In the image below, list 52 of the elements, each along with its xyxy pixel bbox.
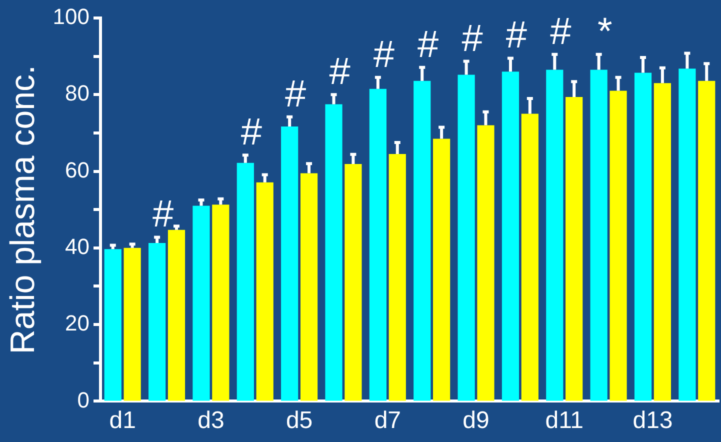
bar bbox=[236, 162, 254, 401]
bar bbox=[477, 125, 494, 401]
bar bbox=[168, 230, 186, 401]
bar bbox=[654, 83, 672, 401]
data-label: # bbox=[285, 73, 306, 116]
y-tick-label: 80 bbox=[65, 80, 90, 106]
bar bbox=[678, 68, 696, 401]
y-tick-label: 100 bbox=[52, 4, 90, 30]
bar bbox=[610, 90, 627, 401]
bar bbox=[698, 80, 716, 401]
bar bbox=[281, 126, 298, 401]
bar bbox=[546, 70, 564, 401]
bar bbox=[300, 173, 318, 401]
bar bbox=[124, 248, 141, 401]
bar bbox=[566, 96, 583, 401]
data-label: # bbox=[418, 24, 439, 66]
bar bbox=[634, 72, 652, 401]
data-label: # bbox=[506, 14, 528, 57]
bar bbox=[325, 104, 342, 401]
bar bbox=[148, 242, 166, 401]
x-tick-label: d1 bbox=[109, 407, 136, 434]
bar bbox=[104, 249, 122, 401]
bar bbox=[414, 80, 431, 401]
bar bbox=[502, 72, 520, 401]
bar bbox=[256, 182, 274, 401]
y-axis-title: Ratio plasma conc. bbox=[4, 65, 42, 354]
data-label: # bbox=[152, 194, 174, 236]
x-tick-label: d11 bbox=[545, 407, 584, 434]
bar bbox=[433, 138, 450, 401]
data-label: # bbox=[462, 18, 483, 60]
x-tick-label: d9 bbox=[462, 407, 490, 434]
x-tick-label: d3 bbox=[198, 407, 224, 434]
bar bbox=[590, 70, 608, 401]
bar bbox=[388, 154, 406, 401]
x-tick-label: d7 bbox=[374, 407, 402, 434]
y-tick-label: 40 bbox=[65, 234, 90, 259]
x-tick-label: d13 bbox=[632, 407, 673, 434]
bar bbox=[344, 164, 362, 401]
bar bbox=[521, 114, 538, 401]
data-label: # bbox=[550, 10, 572, 53]
data-label: # bbox=[240, 112, 262, 154]
bar bbox=[192, 206, 210, 401]
data-label: # bbox=[329, 51, 350, 94]
data-label: * bbox=[597, 10, 612, 53]
data-label: # bbox=[373, 34, 395, 76]
y-tick-label: 20 bbox=[65, 310, 90, 336]
bar bbox=[212, 204, 230, 401]
x-tick-label: d5 bbox=[286, 407, 313, 434]
y-tick-label: 60 bbox=[65, 157, 90, 182]
bar bbox=[458, 74, 475, 401]
y-tick-label: 0 bbox=[77, 387, 90, 412]
bar bbox=[369, 88, 386, 401]
